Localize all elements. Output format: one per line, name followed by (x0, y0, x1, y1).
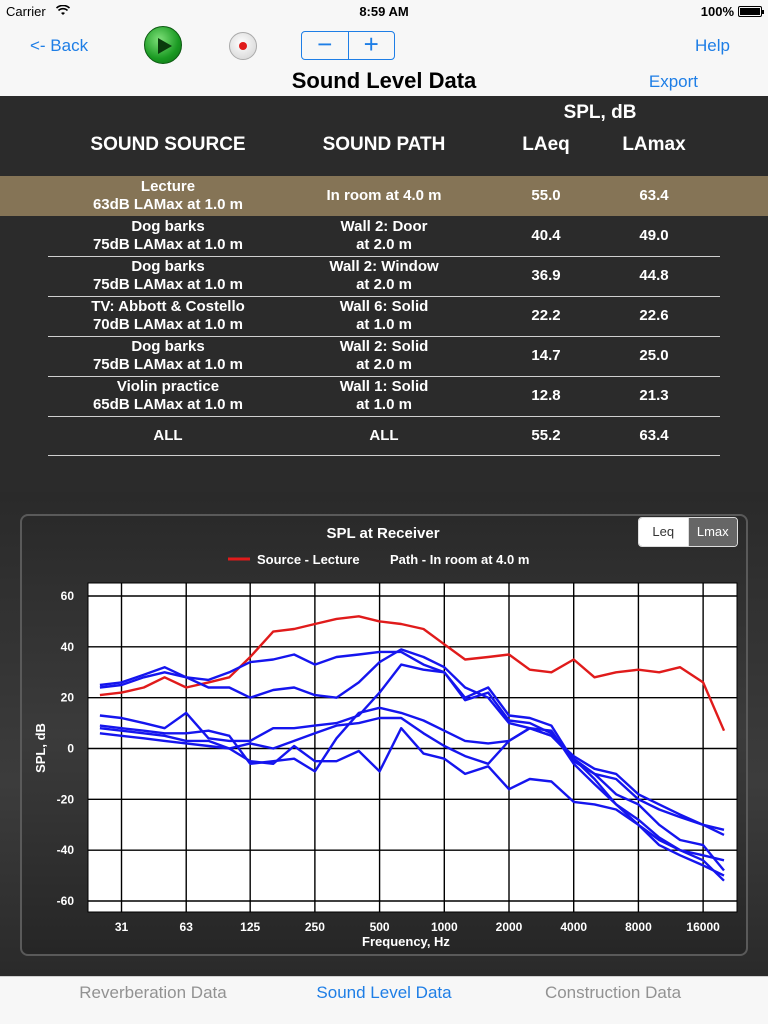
record-icon (239, 42, 247, 50)
path-cell: Wall 6: Solid at 1.0 m (288, 296, 480, 336)
source-name: ALL (153, 427, 183, 444)
table-row[interactable]: Dog barks 75dB LAMax at 1.0 m Wall 2: Sol… (0, 336, 768, 376)
lamax-value: 44.8 (639, 267, 669, 284)
tab-construction-data[interactable]: Construction Data (544, 983, 682, 1002)
path-name: ALL (369, 427, 399, 444)
column-header-lamax: LAmax (622, 134, 686, 155)
decrement-button[interactable]: − (302, 31, 349, 59)
path-cell: Wall 1: Solid at 1.0 m (288, 376, 480, 416)
source-level: 70dB LAMax at 1.0 m (92, 316, 244, 333)
status-time: 8:59 AM (359, 4, 409, 19)
page-title: Sound Level Data (291, 68, 477, 93)
source-cell: Dog barks 75dB LAMax at 1.0 m (48, 216, 288, 256)
column-header-path: SOUND PATH (322, 134, 446, 155)
lamax-value: 63.4 (639, 427, 669, 444)
path-cell: Wall 2: Window at 2.0 m (288, 256, 480, 296)
source-name: Dog barks (131, 218, 205, 235)
lamax-value: 49.0 (639, 227, 669, 244)
path-name: Wall 2: Door (340, 218, 428, 235)
table-row[interactable]: Violin practice 65dB LAMax at 1.0 m Wall … (0, 376, 768, 416)
path-distance: at 2.0 m (356, 236, 412, 253)
increment-button[interactable]: + (363, 29, 379, 59)
row-divider (48, 296, 720, 297)
source-name: TV: Abbott & Costello (91, 298, 245, 315)
help-button[interactable]: Help (695, 36, 730, 55)
source-cell: Dog barks 75dB LAMax at 1.0 m (48, 256, 288, 296)
source-level: 75dB LAMax at 1.0 m (92, 236, 244, 253)
play-icon (158, 38, 172, 54)
nav-bar: <- Back − + Help Sound Level Data Export (0, 22, 768, 96)
path-name: Wall 2: Solid (339, 338, 429, 355)
path-distance: at 2.0 m (356, 276, 412, 293)
record-button[interactable] (229, 32, 257, 60)
leq-lmax-toggle[interactable]: Leq Lmax (638, 517, 738, 547)
chart-panel (20, 514, 748, 956)
source-cell: Lecture 63dB LAMax at 1.0 m (48, 176, 288, 216)
laeq-value: 55.2 (531, 427, 561, 444)
path-cell: Wall 2: Door at 2.0 m (288, 216, 480, 256)
leq-toggle-option[interactable]: Leq (639, 518, 688, 546)
source-level: 75dB LAMax at 1.0 m (92, 276, 244, 293)
row-divider (48, 376, 720, 377)
table-row[interactable]: Lecture 63dB LAMax at 1.0 m In room at 4.… (0, 176, 768, 216)
path-name: In room at 4.0 m (326, 187, 442, 204)
lmax-toggle-option[interactable]: Lmax (687, 518, 737, 546)
status-bar: Carrier 8:59 AM 100% (0, 0, 768, 22)
spl-header: SPL, dB (563, 102, 637, 123)
column-header-source: SOUND SOURCE (90, 134, 246, 155)
path-name: Wall 2: Window (329, 258, 439, 275)
carrier-label: Carrier (6, 4, 46, 19)
back-button[interactable]: <- Back (30, 36, 89, 55)
source-name: Dog barks (131, 338, 205, 355)
sound-level-table: SPL, dB SOUND SOURCE SOUND PATH LAeq LAm… (0, 96, 768, 492)
path-distance: at 2.0 m (356, 356, 412, 373)
table-row[interactable]: TV: Abbott & Costello 70dB LAMax at 1.0 m… (0, 296, 768, 336)
battery-percent: 100% (700, 4, 734, 19)
path-cell: In room at 4.0 m (288, 176, 480, 216)
source-cell: Dog barks 75dB LAMax at 1.0 m (48, 336, 288, 376)
laeq-value: 22.2 (531, 307, 561, 324)
tab-bar: Reverberation Data Sound Level Data Cons… (0, 976, 768, 1024)
laeq-value: 55.0 (531, 187, 561, 204)
laeq-value: 40.4 (531, 227, 561, 244)
play-button[interactable] (144, 26, 182, 64)
row-divider (48, 336, 720, 337)
lamax-value: 22.6 (639, 307, 669, 324)
path-cell: Wall 2: Solid at 2.0 m (288, 336, 480, 376)
lamax-value: 63.4 (639, 187, 669, 204)
source-cell: TV: Abbott & Costello 70dB LAMax at 1.0 m (48, 296, 288, 336)
column-header-laeq: LAeq (522, 134, 570, 155)
source-name: Dog barks (131, 258, 205, 275)
lamax-value: 25.0 (639, 347, 669, 364)
laeq-value: 36.9 (531, 267, 561, 284)
export-button[interactable]: Export (648, 72, 698, 91)
lamax-value: 21.3 (639, 387, 669, 404)
row-divider (48, 256, 720, 257)
wifi-icon (55, 4, 71, 19)
battery-icon (738, 6, 764, 17)
source-level: 63dB LAMax at 1.0 m (92, 196, 244, 213)
path-distance: at 1.0 m (356, 316, 412, 333)
path-name: Wall 6: Solid (339, 298, 429, 315)
tab-sound-level-data[interactable]: Sound Level Data (316, 983, 452, 1002)
path-distance: at 1.0 m (356, 396, 412, 413)
source-name: Violin practice (116, 378, 220, 395)
table-row[interactable]: Dog barks 75dB LAMax at 1.0 m Wall 2: Win… (0, 256, 768, 296)
table-row-total: ALL ALL 55.2 63.4 (0, 416, 768, 456)
level-stepper[interactable]: − + (301, 31, 395, 60)
laeq-value: 12.8 (531, 387, 561, 404)
row-divider (48, 455, 720, 456)
row-divider (48, 416, 720, 417)
source-cell: Violin practice 65dB LAMax at 1.0 m (48, 376, 288, 416)
source-level: 75dB LAMax at 1.0 m (92, 356, 244, 373)
laeq-value: 14.7 (531, 347, 561, 364)
path-name: Wall 1: Solid (339, 378, 429, 395)
source-name: Lecture (140, 178, 196, 195)
tab-reverberation-data[interactable]: Reverberation Data (79, 983, 227, 1002)
table-row[interactable]: Dog barks 75dB LAMax at 1.0 m Wall 2: Doo… (0, 216, 768, 256)
source-level: 65dB LAMax at 1.0 m (92, 396, 244, 413)
